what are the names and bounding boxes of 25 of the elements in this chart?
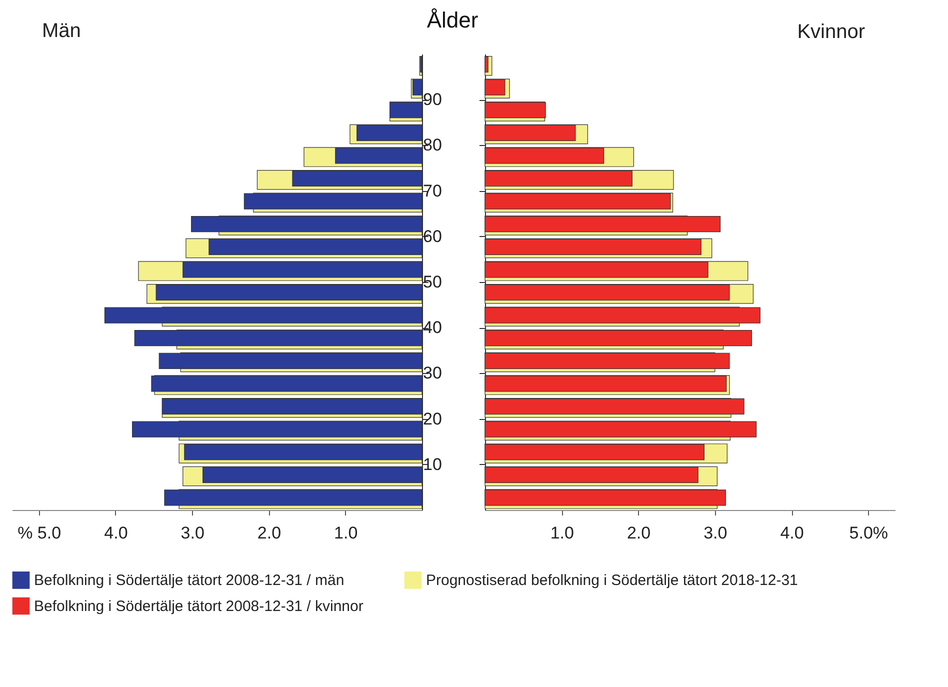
x-tick-label: 1.0 xyxy=(550,524,574,542)
y-tick-label: 10 xyxy=(423,454,442,474)
x-tick-label: 3.0 xyxy=(180,524,204,542)
x-tick-label: 2.0 xyxy=(257,524,282,542)
x-tick-label: 1.0 xyxy=(334,524,358,542)
legend-label: Befolkning i Södertälje tätort 2008-12-31 / män xyxy=(34,572,344,590)
y-axis-title: Ålder xyxy=(426,8,478,32)
x-tick-label: 2.0 xyxy=(626,524,651,542)
x-tick-label: 5.0% xyxy=(849,524,888,542)
x-tick-label: 4.0 xyxy=(104,524,128,542)
legend-label: Befolkning i Södertälje tätort 2008-12-31 / kvinnor xyxy=(34,598,364,615)
y-tick-label: 80 xyxy=(423,136,442,155)
y-tick-label: 40 xyxy=(423,318,442,338)
y-tick-label: 60 xyxy=(423,226,442,246)
y-tick-label: 20 xyxy=(423,409,442,428)
y-tick-label: 50 xyxy=(423,272,442,292)
chart-title: Kvinnor xyxy=(797,21,866,43)
legend-label: Prognostiserad befolkning i Södertälje tätort 2018-12-31 xyxy=(426,572,798,590)
x-tick-label: 4.0 xyxy=(780,524,804,542)
y-tick-label: 30 xyxy=(423,364,442,383)
chart-title: Män xyxy=(42,20,81,42)
x-tick-label: % 5.0 xyxy=(18,524,62,542)
y-tick-label: 90 xyxy=(423,90,442,110)
x-tick-label: 3.0 xyxy=(704,524,728,542)
y-tick-label: 70 xyxy=(423,181,442,200)
